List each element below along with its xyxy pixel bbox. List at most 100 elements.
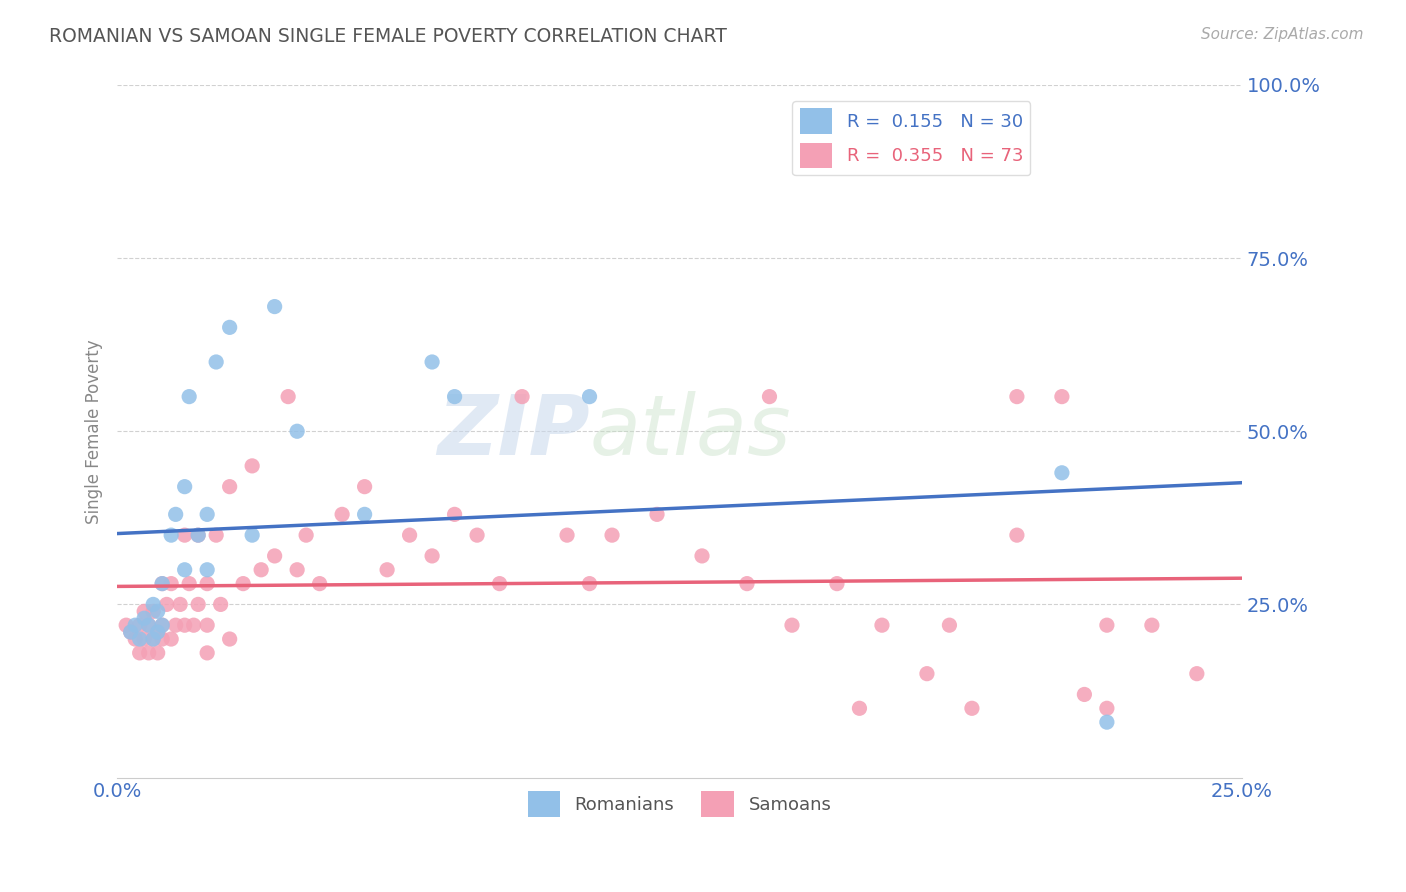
- Point: [165, 508, 187, 522]
- Point: [124, 618, 146, 632]
- Point: [1185, 666, 1208, 681]
- Point: [187, 528, 209, 542]
- Point: [375, 563, 398, 577]
- Point: [250, 563, 273, 577]
- Point: [150, 576, 173, 591]
- Point: [146, 625, 169, 640]
- Point: [645, 508, 668, 522]
- Point: [124, 632, 146, 646]
- Point: [277, 390, 299, 404]
- Point: [156, 598, 179, 612]
- Point: [173, 563, 195, 577]
- Point: [1140, 618, 1163, 632]
- Point: [179, 390, 201, 404]
- Text: ROMANIAN VS SAMOAN SINGLE FEMALE POVERTY CORRELATION CHART: ROMANIAN VS SAMOAN SINGLE FEMALE POVERTY…: [49, 27, 727, 45]
- Point: [488, 576, 510, 591]
- Point: [150, 576, 173, 591]
- Point: [398, 528, 420, 542]
- Point: [330, 508, 353, 522]
- Point: [240, 458, 263, 473]
- Point: [146, 646, 169, 660]
- Point: [353, 480, 375, 494]
- Point: [120, 625, 142, 640]
- Y-axis label: Single Female Poverty: Single Female Poverty: [86, 339, 103, 524]
- Point: [179, 576, 201, 591]
- Point: [285, 424, 308, 438]
- Point: [1005, 528, 1028, 542]
- Point: [195, 563, 218, 577]
- Point: [195, 646, 218, 660]
- Point: [1095, 618, 1118, 632]
- Point: [825, 576, 848, 591]
- Point: [183, 618, 205, 632]
- Point: [146, 604, 169, 618]
- Point: [600, 528, 623, 542]
- Point: [295, 528, 318, 542]
- Point: [146, 625, 169, 640]
- Point: [758, 390, 780, 404]
- Point: [150, 632, 173, 646]
- Point: [115, 618, 138, 632]
- Point: [218, 632, 240, 646]
- Point: [218, 320, 240, 334]
- Point: [173, 480, 195, 494]
- Point: [1073, 688, 1095, 702]
- Point: [128, 618, 150, 632]
- Point: [443, 508, 465, 522]
- Point: [780, 618, 803, 632]
- Point: [187, 598, 209, 612]
- Point: [187, 528, 209, 542]
- Point: [205, 528, 228, 542]
- Point: [960, 701, 983, 715]
- Point: [915, 666, 938, 681]
- Point: [420, 549, 443, 563]
- Point: [443, 390, 465, 404]
- Point: [555, 528, 578, 542]
- Point: [142, 598, 165, 612]
- Point: [938, 618, 960, 632]
- Point: [150, 618, 173, 632]
- Point: [142, 604, 165, 618]
- Text: Source: ZipAtlas.com: Source: ZipAtlas.com: [1201, 27, 1364, 42]
- Point: [138, 618, 160, 632]
- Point: [578, 576, 600, 591]
- Point: [173, 618, 195, 632]
- Point: [1005, 390, 1028, 404]
- Point: [150, 618, 173, 632]
- Point: [735, 576, 758, 591]
- Point: [218, 480, 240, 494]
- Point: [134, 611, 156, 625]
- Point: [205, 355, 228, 369]
- Point: [160, 576, 183, 591]
- Text: ZIP: ZIP: [437, 391, 589, 472]
- Point: [160, 528, 183, 542]
- Point: [195, 618, 218, 632]
- Point: [465, 528, 488, 542]
- Point: [263, 300, 285, 314]
- Point: [120, 625, 142, 640]
- Point: [510, 390, 533, 404]
- Point: [173, 528, 195, 542]
- Point: [1095, 715, 1118, 730]
- Point: [169, 598, 191, 612]
- Point: [160, 632, 183, 646]
- Point: [138, 646, 160, 660]
- Point: [128, 632, 150, 646]
- Legend: Romanians, Samoans: Romanians, Samoans: [520, 784, 838, 824]
- Point: [308, 576, 330, 591]
- Point: [134, 632, 156, 646]
- Point: [1050, 466, 1073, 480]
- Point: [232, 576, 254, 591]
- Point: [165, 618, 187, 632]
- Point: [142, 632, 165, 646]
- Point: [142, 632, 165, 646]
- Point: [848, 701, 870, 715]
- Point: [134, 604, 156, 618]
- Text: atlas: atlas: [589, 391, 792, 472]
- Point: [195, 508, 218, 522]
- Point: [870, 618, 893, 632]
- Point: [1050, 390, 1073, 404]
- Point: [578, 390, 600, 404]
- Point: [263, 549, 285, 563]
- Point: [353, 508, 375, 522]
